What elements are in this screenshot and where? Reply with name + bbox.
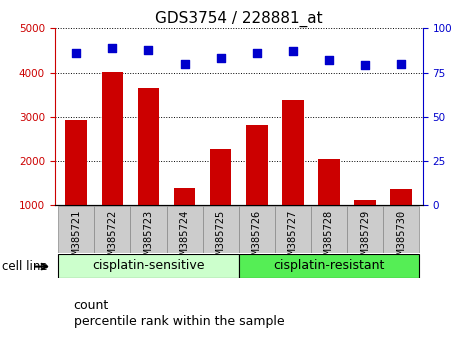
Point: [73, 50, 80, 56]
Text: GSM385730: GSM385730: [396, 210, 406, 266]
Point: [397, 61, 405, 67]
Bar: [318, 159, 340, 250]
Point: [217, 56, 225, 61]
Bar: [138, 88, 159, 250]
Bar: [167, 206, 203, 253]
Title: GDS3754 / 228881_at: GDS3754 / 228881_at: [155, 11, 323, 27]
Text: GSM385728: GSM385728: [324, 210, 334, 266]
Text: cell line: cell line: [2, 260, 48, 273]
Bar: [210, 149, 231, 250]
Bar: [102, 72, 123, 250]
Point: [361, 63, 369, 68]
Text: count: count: [74, 299, 109, 312]
Bar: [58, 206, 95, 253]
Point: [253, 50, 260, 56]
Bar: [95, 206, 131, 253]
Text: GSM385726: GSM385726: [252, 210, 262, 266]
Text: cisplatin-resistant: cisplatin-resistant: [273, 259, 385, 272]
Text: GSM385723: GSM385723: [143, 210, 153, 266]
Bar: [275, 206, 311, 253]
Text: GSM385729: GSM385729: [360, 210, 370, 266]
Bar: [390, 189, 412, 250]
Point: [181, 61, 189, 67]
Bar: [354, 200, 376, 250]
Text: GSM385722: GSM385722: [107, 210, 117, 266]
Text: GSM385727: GSM385727: [288, 210, 298, 266]
Bar: [239, 206, 275, 253]
Text: GSM385725: GSM385725: [216, 210, 226, 266]
Bar: [239, 254, 419, 278]
Bar: [246, 125, 267, 250]
Point: [325, 57, 332, 63]
Point: [145, 47, 152, 52]
Text: cisplatin-sensitive: cisplatin-sensitive: [92, 259, 205, 272]
Bar: [58, 254, 238, 278]
Bar: [383, 206, 419, 253]
Text: GSM385721: GSM385721: [71, 210, 81, 266]
Point: [109, 45, 116, 51]
Text: GSM385724: GSM385724: [180, 210, 190, 266]
Bar: [311, 206, 347, 253]
Bar: [203, 206, 239, 253]
Text: percentile rank within the sample: percentile rank within the sample: [74, 315, 284, 328]
Bar: [174, 188, 195, 250]
Point: [289, 48, 296, 54]
Bar: [347, 206, 383, 253]
Bar: [282, 100, 304, 250]
Bar: [131, 206, 167, 253]
Bar: [66, 120, 87, 250]
